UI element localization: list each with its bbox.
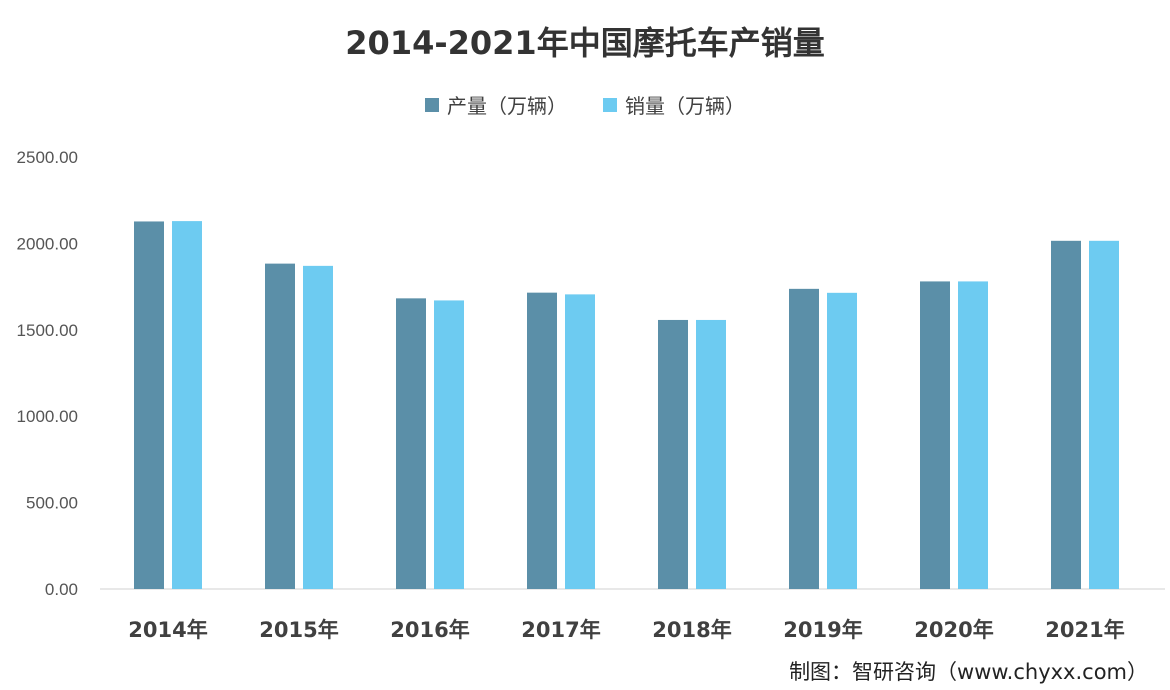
legend: 产量（万辆） 销量（万辆） [0,90,1170,119]
bar-production-2019年 [789,288,819,589]
bar-production-2021年 [1051,240,1081,590]
x-tick-label: 2021年 [1045,618,1124,642]
bar-sales-2021年 [1089,240,1119,590]
x-tick-label: 2015年 [259,618,338,642]
bar-production-2017年 [527,292,557,589]
chart-title: 2014-2021年中国摩托车产销量 [345,24,825,62]
bar-sales-2019年 [827,292,857,589]
y-tick-label: 2000.00 [17,234,78,253]
bar-sales-2015年 [303,265,333,589]
y-tick-label: 1500.00 [17,321,78,340]
bar-production-2020年 [920,281,950,589]
bar-sales-2014年 [172,221,202,589]
y-tick-label: 2500.00 [17,148,78,167]
y-tick-label: 0.00 [45,580,78,599]
x-tick-label: 2017年 [521,618,600,642]
x-tick-label: 2016年 [390,618,469,642]
x-tick-label: 2020年 [914,618,993,642]
bar-production-2014年 [134,221,164,589]
legend-label-sales: 销量（万辆） [625,94,745,118]
bar-sales-2018年 [696,319,726,589]
y-tick-label: 500.00 [26,494,78,513]
legend-item-sales: 销量（万辆） [603,90,745,119]
bar-sales-2020年 [958,281,988,589]
y-tick-label: 1000.00 [17,407,78,426]
legend-swatch-production [425,97,439,112]
legend-label-production: 产量（万辆） [447,94,567,118]
x-tick-label: 2014年 [128,618,207,642]
bar-sales-2017年 [565,294,595,589]
x-tick-label: 2019年 [783,618,862,642]
bar-production-2015年 [265,263,295,589]
legend-item-production: 产量（万辆） [425,90,567,119]
bar-production-2018年 [658,319,688,589]
bar-production-2016年 [396,298,426,589]
legend-swatch-sales [603,97,617,112]
bar-sales-2016年 [434,300,464,589]
x-tick-label: 2018年 [652,618,731,642]
source-note: 制图：智研咨询（www.chyxx.com） [789,660,1148,684]
